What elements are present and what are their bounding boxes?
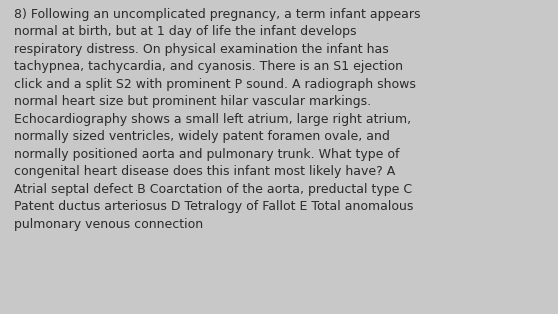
Text: 8) Following an uncomplicated pregnancy, a term infant appears
normal at birth, : 8) Following an uncomplicated pregnancy,… <box>14 8 420 231</box>
